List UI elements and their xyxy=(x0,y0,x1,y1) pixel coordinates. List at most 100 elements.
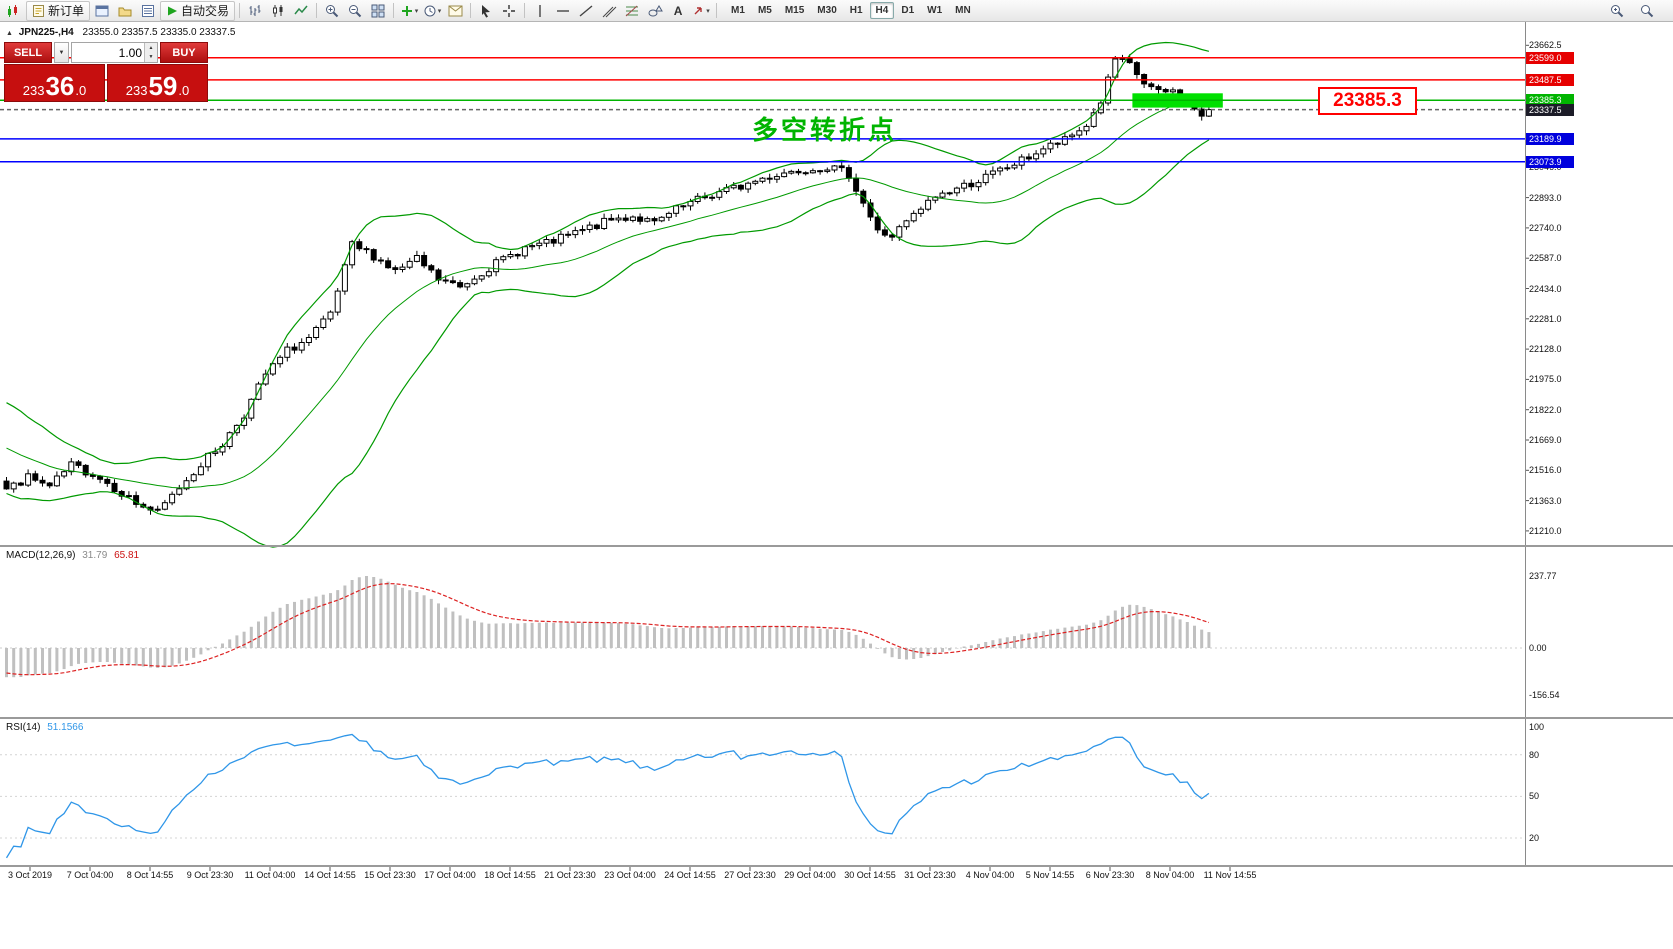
sell-price-big: 36 xyxy=(45,71,75,101)
line-chart-icon[interactable] xyxy=(290,0,312,21)
macd-axis-tick: 237.77 xyxy=(1529,571,1557,581)
text-label-icon[interactable]: A xyxy=(673,3,683,18)
price-axis-badge: 23487.5 xyxy=(1526,73,1574,86)
macd-label-text: MACD(12,26,9) xyxy=(6,550,76,561)
timeframe-H4-button[interactable]: H4 xyxy=(869,2,895,19)
toolbar-separator xyxy=(239,3,241,18)
crosshair-icon[interactable] xyxy=(498,0,520,21)
rsi-indicator-label: RSI(14) 51.1566 xyxy=(6,722,83,733)
price-axis-tick: 22434.0 xyxy=(1529,283,1562,294)
price-chart-panel[interactable] xyxy=(0,22,1525,545)
timeframe-D1-button[interactable]: D1 xyxy=(901,5,915,16)
panel-separator[interactable] xyxy=(0,865,1673,867)
time-axis-label: 30 Oct 14:55 xyxy=(844,870,896,880)
rsi-axis-tick: 80 xyxy=(1529,749,1540,760)
app-chart-icon xyxy=(3,0,25,21)
price-axis-badge: 23385.3 xyxy=(1526,94,1574,107)
price-axis-tick: 21363.0 xyxy=(1529,495,1562,506)
arrow-objects-icon[interactable]: ▾ xyxy=(690,0,712,21)
price-axis-tick: 22893.0 xyxy=(1529,192,1562,203)
timeframe-M15-button[interactable]: M15 xyxy=(784,5,805,16)
time-axis-label: 8 Oct 14:55 xyxy=(126,870,174,880)
vertical-line-icon[interactable] xyxy=(529,0,551,21)
price-axis-badge: 23337.5 xyxy=(1526,103,1574,116)
bar-chart-icon[interactable] xyxy=(244,0,266,21)
candlestick-chart-icon[interactable] xyxy=(267,0,289,21)
macd-main-value: 31.79 xyxy=(82,550,108,561)
lot-spin-up-icon[interactable]: ▲ xyxy=(145,43,157,53)
macd-signal-value: 65.81 xyxy=(114,550,140,561)
fibonacci-icon[interactable] xyxy=(621,0,643,21)
new-order-button[interactable]: 新订单 xyxy=(26,0,91,21)
time-axis-label: 21 Oct 23:30 xyxy=(544,870,596,880)
search-icon[interactable] xyxy=(1636,0,1658,21)
rsi-panel[interactable] xyxy=(0,719,1525,865)
timeframe-M5-button[interactable]: M5 xyxy=(757,5,772,16)
buy-price-big: 59 xyxy=(148,71,178,101)
add-indicator-icon[interactable]: ▾ xyxy=(398,0,420,21)
chart-marker-icon: ▲ xyxy=(6,30,13,37)
lot-spinner[interactable]: ▲ ▼ xyxy=(144,43,157,62)
macd-panel[interactable] xyxy=(0,547,1525,717)
buy-button[interactable]: BUY xyxy=(160,42,208,63)
toolbar-separator xyxy=(393,3,395,18)
price-axis-tick: 21669.0 xyxy=(1529,435,1562,445)
macd-axis-tick: -156.54 xyxy=(1529,690,1560,701)
time-axis-label: 17 Oct 04:00 xyxy=(424,870,476,880)
rsi-axis-tick: 50 xyxy=(1529,791,1540,802)
price-callout-label: 23385.3 xyxy=(1318,87,1417,115)
price-axis-badge: 23599.0 xyxy=(1526,51,1574,64)
lot-spin-down-icon[interactable]: ▼ xyxy=(145,52,157,62)
cursor-icon[interactable] xyxy=(475,0,497,21)
panel-separator[interactable] xyxy=(0,545,1673,547)
sell-price-display: 233 36.0 xyxy=(4,64,105,102)
order-options-dropdown[interactable]: ▼ xyxy=(54,42,69,63)
timeframe-H1-button[interactable]: H1 xyxy=(849,5,863,16)
period-clock-icon[interactable]: ▾ xyxy=(421,0,443,21)
sell-button[interactable]: SELL xyxy=(4,42,52,63)
toolbar: 新订单 自动交易 xyxy=(0,0,1673,22)
rsi-axis-tick: 100 xyxy=(1529,722,1545,732)
sell-price-suffix: .0 xyxy=(75,83,87,98)
equidistant-channel-icon[interactable] xyxy=(598,0,620,21)
tile-windows-icon[interactable] xyxy=(367,0,389,21)
lot-size-input[interactable] xyxy=(72,43,144,62)
price-axis-badge: 23073.9 xyxy=(1526,155,1574,168)
timeframe-M1-button[interactable]: M1 xyxy=(731,5,745,16)
rsi-value: 51.1566 xyxy=(47,722,84,733)
price-axis-tick: 21975.0 xyxy=(1529,374,1562,385)
trendline-icon[interactable] xyxy=(575,0,597,21)
toolbar-separator xyxy=(470,3,472,18)
data-window-icon[interactable] xyxy=(137,0,159,21)
buy-price-display: 233 59.0 xyxy=(107,64,208,102)
price-axis-tick: 21822.0 xyxy=(1529,404,1562,415)
time-axis-label: 18 Oct 14:55 xyxy=(484,870,536,880)
chart-title: ▲ JPN225-,H4 23355.0 23357.5 23335.0 233… xyxy=(6,27,235,38)
rsi-axis-tick: 20 xyxy=(1529,833,1540,843)
panel-separator[interactable] xyxy=(0,717,1673,719)
zoom-in-icon[interactable] xyxy=(321,0,343,21)
template-mail-icon[interactable] xyxy=(444,0,466,21)
timeframe-toolbar: M1 M5 M15 M30 H1 H4 D1 W1 MN xyxy=(725,2,977,19)
time-axis-label: 3 Oct 2019 xyxy=(7,870,53,880)
time-axis-label: 31 Oct 23:30 xyxy=(904,870,956,880)
buy-price-suffix: .0 xyxy=(178,83,190,98)
new-chart-icon[interactable] xyxy=(91,0,113,21)
search-symbol-icon[interactable] xyxy=(1606,0,1628,21)
toolbar-right-group xyxy=(1606,0,1670,21)
autotrading-button[interactable]: 自动交易 xyxy=(160,0,236,21)
timeframe-MN-button[interactable]: MN xyxy=(955,5,971,16)
timeframe-W1-button[interactable]: W1 xyxy=(927,5,943,16)
timeframe-M30-button[interactable]: M30 xyxy=(817,5,837,16)
horizontal-line-icon[interactable] xyxy=(552,0,574,21)
toolbar-separator xyxy=(716,3,718,18)
shapes-icon[interactable] xyxy=(644,0,666,21)
profiles-icon[interactable] xyxy=(114,0,136,21)
zoom-out-icon[interactable] xyxy=(344,0,366,21)
time-axis-label: 23 Oct 04:00 xyxy=(604,870,656,880)
time-axis-label: 29 Oct 04:00 xyxy=(784,870,836,880)
time-axis-label: 9 Oct 23:30 xyxy=(186,870,234,880)
turning-point-annotation: 多空转折点 xyxy=(752,115,898,145)
